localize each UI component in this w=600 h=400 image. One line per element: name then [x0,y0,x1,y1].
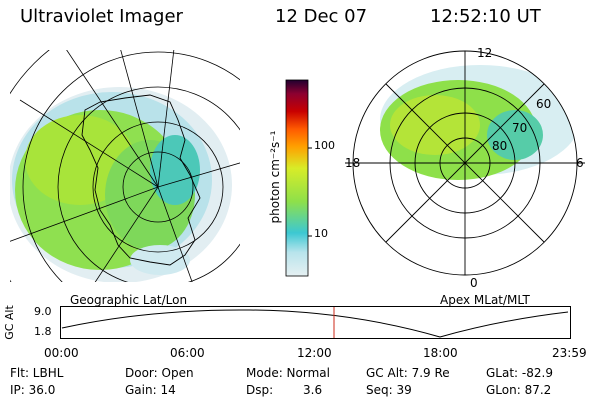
mode-status: Mode: Normal [246,366,330,380]
orbit-altitude-curve [61,309,569,338]
mlat-label-80: 80 [492,139,508,153]
latitude-circles [10,50,240,282]
door-status: Door: Open [125,366,194,380]
polar-aurora-cyan [487,110,543,160]
mlat-label-60: 60 [536,97,552,111]
gain-status: Gain: 14 [125,383,176,397]
geographic-map [10,50,240,282]
left-panel-caption: Geographic Lat/Lon [70,293,188,307]
colorbar [285,79,312,277]
filter-status: Flt: LBHL [10,366,64,380]
polar-aurora-bright [390,95,480,155]
timeline-tick-2359: 23:59 [552,346,587,360]
altitude-ytick-1-8: 1.8 [34,325,52,338]
aurora-edge [130,245,190,275]
colorbar-tick-10: 10 [314,227,328,240]
longitude-lines [10,50,240,282]
antarctica-coastline [81,94,201,266]
mlt-meridians [345,51,585,275]
mlat-label-70: 70 [512,121,528,135]
colorbar-gradient [285,79,309,277]
mlt-label-12: 12 [477,46,493,60]
glon-status: GLon: 87.2 [486,383,552,397]
mlt-label-0: 0 [470,276,478,290]
mlt-label-6: 6 [576,156,584,170]
dsp-label: Dsp: [246,383,274,397]
dsp-value: 3.6 [303,383,323,397]
instrument-title: Ultraviolet Imager [20,6,183,27]
gc-altitude-status: GC Alt: 7.9 Re [366,366,450,380]
timeline-tick-0000: 00:00 [44,346,79,360]
colorbar-unit-label: photon cm⁻²s⁻¹ [268,130,282,224]
altitude-ylabel: GC Alt [2,305,16,340]
glat-status: GLat: -82.9 [486,366,553,380]
observation-time: 12:52:10 UT [430,6,541,27]
mlt-label-18: 18 [345,156,361,170]
sequence-status: Seq: 39 [366,383,412,397]
mlat-mlt-polar-plot [345,50,585,276]
colorbar-tick-100: 100 [314,139,335,152]
altitude-timeline [60,306,571,339]
altitude-ytick-9: 9.0 [34,305,52,318]
right-panel-caption: Apex MLat/MLT [440,293,530,307]
ip-status: IP: 36.0 [10,383,56,397]
timeline-tick-1200: 12:00 [297,346,332,360]
observation-date: 12 Dec 07 [275,6,368,27]
timeline-tick-1800: 18:00 [423,346,458,360]
timeline-tick-0600: 06:00 [170,346,205,360]
